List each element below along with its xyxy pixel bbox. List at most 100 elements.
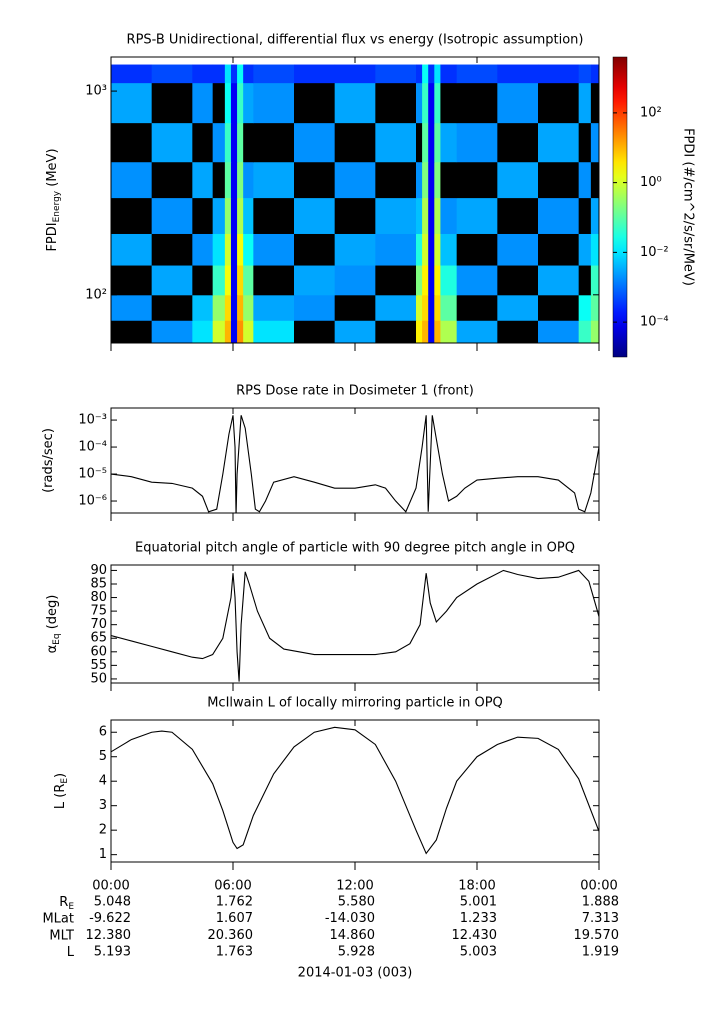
heat-cell [111,64,153,84]
heat-cell [428,161,435,199]
heat-cell [416,64,423,84]
heat-cell [151,82,193,124]
heat-cell [253,122,295,163]
heat-cell [538,294,580,321]
heat-cell [440,265,458,296]
heat-cell [422,233,429,266]
ephemeris-value: 19.570 [574,928,620,943]
colorbar-tick-label: 10² [640,105,662,120]
heat-cell [440,161,458,199]
heat-cell [375,320,417,343]
x-tick-label: 18:00 [458,879,495,894]
heat-cell [590,294,599,321]
x-tick-label: 06:00 [214,879,251,894]
heat-cell [294,64,336,84]
y-tick-label: 3 [99,798,107,813]
heat-cell [111,161,153,199]
heat-cell [237,294,244,321]
heat-cell [192,122,214,163]
heat-cell [294,294,336,321]
heat-cell [440,82,458,124]
heat-cell [428,197,435,234]
y-tick-label: 60 [90,644,107,659]
heat-cell [456,64,498,84]
heat-cell [230,197,238,234]
heat-cell [192,265,214,296]
heat-cell [428,122,435,163]
heat-cell [243,64,254,84]
date-label: 2014-01-03 (003) [298,966,413,981]
heat-cell [151,161,193,199]
heat-cell [334,122,376,163]
heat-cell [151,233,193,266]
ephemeris-label: MLT [49,928,74,943]
colorbar-tick-label: 10⁰ [640,175,662,190]
data-line [111,415,599,513]
heat-cell [538,122,580,163]
heat-cell [422,320,429,343]
heat-cell [375,265,417,296]
heat-cell [456,197,498,234]
heat-cell [294,233,336,266]
heat-cell [192,320,214,343]
heat-cell [212,161,226,199]
heat-cell [428,64,435,84]
heat-cell [497,320,539,343]
heat-cell [224,161,232,199]
x-tick-label: 12:00 [336,879,373,894]
heat-cell [151,320,193,343]
heat-cell [224,64,232,84]
y-tick-label: 5 [99,749,107,764]
heat-cell [253,197,295,234]
y-tick-label: 80 [90,590,107,605]
ephemeris-value: 5.928 [338,945,375,960]
y-tick-label: 70 [90,617,107,632]
y-axis-label-main: (rads/sec) [41,428,56,493]
panel-title: McIlwain L of locally mirroring particle… [207,696,503,711]
heat-cell [578,233,592,266]
heat-cell [224,233,232,266]
heat-cell [253,265,295,296]
heat-cell [243,82,254,124]
heat-cell [497,197,539,234]
heat-cell [497,294,539,321]
heat-cell [253,64,295,84]
heat-cell [375,64,417,84]
heat-cell [456,265,498,296]
heat-cell [294,82,336,124]
heat-cell [456,233,498,266]
x-tick-label: 00:00 [580,879,617,894]
y-tick-label: 10² [85,287,107,302]
plot-area [111,726,599,855]
y-axis-label: L (RE) [53,773,70,809]
heat-cell [538,320,580,343]
y-axis-label: (rads/sec) [41,428,56,493]
ephemeris-value: 5.003 [460,945,497,960]
heat-cell [192,82,214,124]
panel-title: RPS-B Unidirectional, differential flux … [127,33,584,48]
heat-cell [497,82,539,124]
y-axis-label-unit: (deg) [45,595,60,634]
y-tick-label: 6 [99,725,107,740]
heat-cell [237,197,244,234]
heat-cell [434,197,441,234]
y-axis-label-unit: ) [53,773,68,778]
heat-cell [434,233,441,266]
heat-cell [212,82,226,124]
heat-cell [151,64,193,84]
ephemeris-label-main: MLT [49,928,74,943]
heat-cell [375,161,417,199]
heat-cell [578,122,592,163]
heat-cell [440,320,458,343]
heat-cell [212,197,226,234]
heat-cell [456,82,498,124]
ephemeris-value: 1.763 [216,945,253,960]
y-axis-label-sub: Energy [52,190,62,222]
data-line [111,569,599,682]
y-tick-label: 10⁻⁵ [78,467,107,482]
heat-cell [192,233,214,266]
ephemeris-value: 1.919 [582,945,619,960]
y-tick-label: 4 [99,774,107,789]
heat-cell [440,64,458,84]
heat-cell [428,233,435,266]
